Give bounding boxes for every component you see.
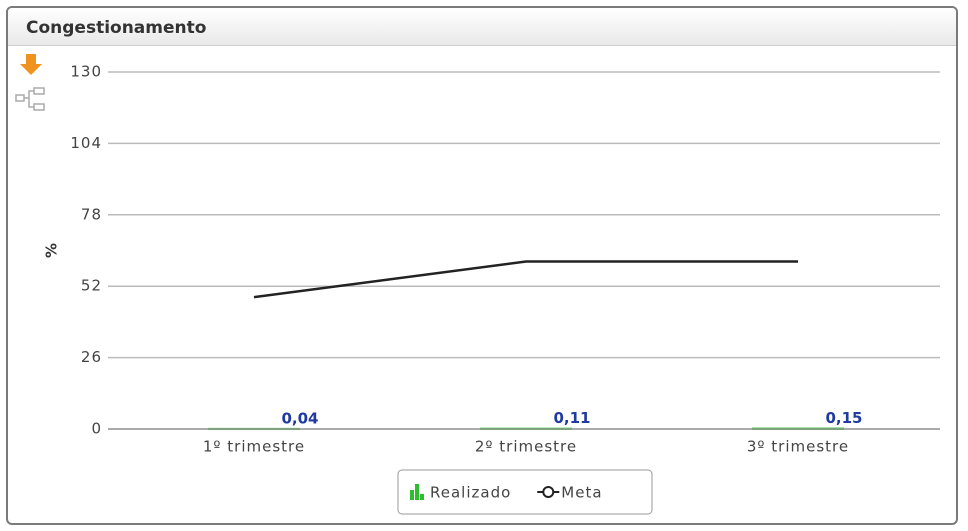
legend-label: Realizado (430, 484, 511, 502)
x-tick-label: 3º trimestre (747, 438, 849, 456)
y-axis-label: % (43, 242, 61, 258)
download-icon[interactable] (20, 54, 42, 75)
y-tick-label: 26 (81, 348, 102, 366)
y-tick-label: 104 (70, 134, 102, 152)
data-label: 0,15 (825, 409, 862, 427)
data-label: 0,11 (553, 409, 590, 427)
y-tick-label: 78 (81, 205, 102, 223)
legend-swatch (542, 486, 555, 498)
arrow-icon[interactable] (20, 54, 42, 75)
widget-title: Congestionamento (8, 8, 956, 46)
legend-swatch (410, 490, 414, 500)
y-tick-label: 130 (70, 63, 102, 81)
legend-box (397, 469, 653, 515)
x-tick-label: 2º trimestre (475, 438, 577, 456)
widget: Congestionamento (6, 6, 958, 525)
line (253, 260, 798, 299)
icon-part[interactable] (24, 90, 34, 108)
icon-part[interactable] (15, 94, 25, 102)
legend-swatch (420, 494, 424, 500)
legend-swatch (415, 484, 419, 500)
x-tick-label: 1º trimestre (203, 438, 305, 456)
y-tick-label: 52 (81, 277, 102, 295)
data-label: 0,04 (281, 409, 318, 427)
icon-part[interactable] (33, 87, 45, 95)
y-tick-label: 0 (91, 420, 102, 438)
icon-part[interactable] (33, 103, 45, 111)
hierarchy-icon[interactable] (15, 87, 45, 111)
legend-label: Meta (561, 484, 602, 502)
